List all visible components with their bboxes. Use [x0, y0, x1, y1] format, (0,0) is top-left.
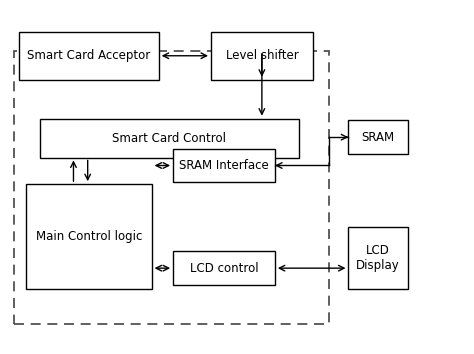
- Text: Level shifter: Level shifter: [226, 49, 298, 62]
- Text: SRAM: SRAM: [362, 131, 394, 144]
- Text: Main Control logic: Main Control logic: [36, 230, 142, 243]
- Bar: [348, 227, 408, 289]
- Bar: [211, 32, 313, 80]
- Bar: [19, 32, 159, 80]
- Bar: [26, 184, 152, 289]
- Bar: [173, 251, 275, 285]
- Text: LCD control: LCD control: [190, 262, 258, 275]
- Bar: [173, 149, 275, 182]
- Bar: [348, 120, 408, 154]
- Bar: [40, 119, 299, 158]
- Text: SRAM Interface: SRAM Interface: [179, 159, 269, 172]
- Text: LCD
Display: LCD Display: [356, 244, 400, 272]
- Text: Smart Card Acceptor: Smart Card Acceptor: [27, 49, 151, 62]
- Bar: [14, 51, 329, 324]
- Text: Smart Card Control: Smart Card Control: [112, 132, 227, 144]
